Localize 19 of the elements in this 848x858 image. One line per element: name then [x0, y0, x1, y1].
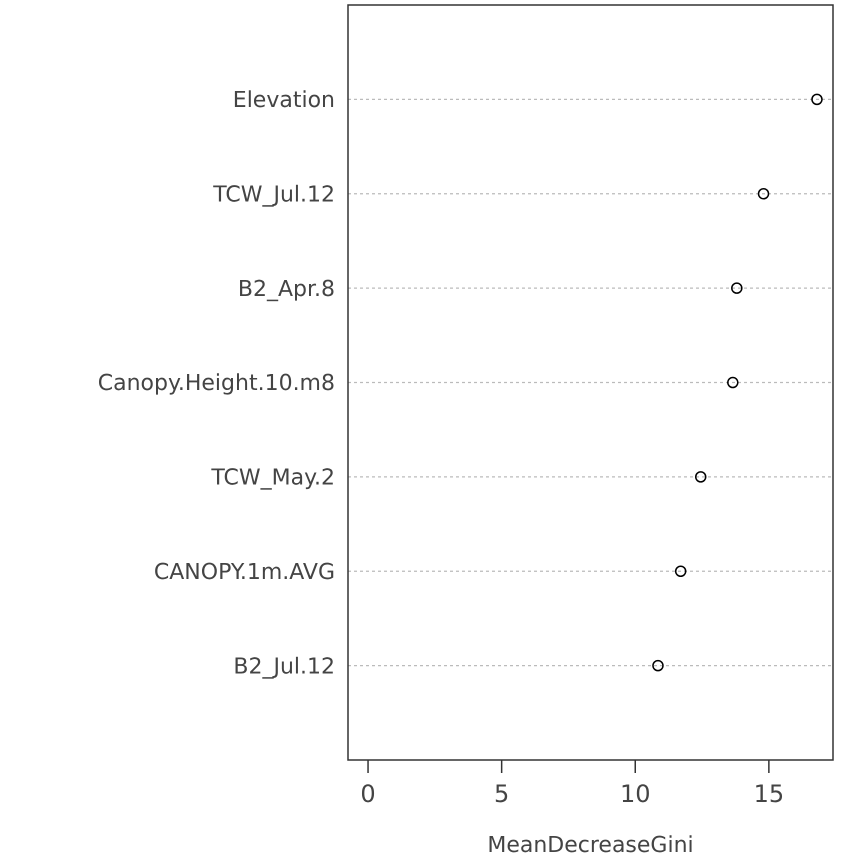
point	[694, 471, 706, 483]
y-tick-label: CANOPY.1m.AVG	[154, 560, 335, 585]
x-tick-label: 0	[360, 780, 376, 808]
point	[674, 566, 686, 577]
y-tick-label: Elevation	[232, 88, 335, 114]
point	[811, 94, 823, 106]
point	[731, 282, 743, 294]
x-tick-label: 10	[620, 780, 651, 808]
point	[727, 376, 739, 388]
y-tick-label: TCW_May.2	[210, 466, 335, 491]
x-tick-label: 15	[754, 780, 784, 808]
y-tick-label: B2_Apr.8	[238, 276, 335, 302]
x-axis-title: MeanDecreaseGini	[487, 833, 694, 858]
x-tick-label: 5	[494, 780, 510, 808]
y-tick-label: TCW_Jul.12	[212, 182, 335, 208]
point	[758, 188, 770, 200]
point	[652, 660, 664, 672]
y-tick-label: B2_Jul.12	[233, 654, 335, 680]
y-tick-label: Canopy.Height.10.m8	[98, 371, 335, 396]
